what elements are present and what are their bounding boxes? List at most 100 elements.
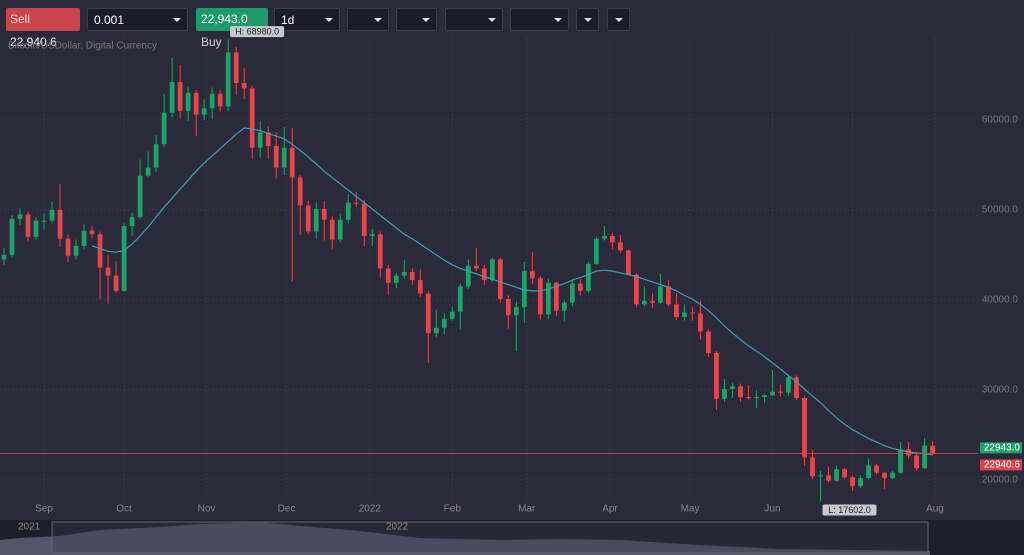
plot xyxy=(0,38,975,502)
candle-body xyxy=(185,92,191,111)
moving-average xyxy=(91,127,933,456)
indicator-button[interactable] xyxy=(576,8,599,31)
x-tick-label: Jun xyxy=(764,504,780,515)
interval: 1d xyxy=(281,13,295,27)
candle-body xyxy=(409,272,415,281)
candle-body xyxy=(121,226,127,291)
candle-body xyxy=(201,108,207,115)
candle-body xyxy=(73,245,79,256)
price-label: 22940.6 xyxy=(984,460,1021,471)
candle-body xyxy=(706,331,711,353)
x-tick-label: Nov xyxy=(198,504,216,515)
candle-body xyxy=(698,313,703,332)
x-tick-label: Apr xyxy=(602,504,618,515)
candle-body xyxy=(690,312,695,314)
candle-body xyxy=(537,278,543,315)
candle-body xyxy=(569,283,575,303)
candle-body xyxy=(786,377,791,393)
candle-body xyxy=(353,202,359,204)
candle-body xyxy=(513,307,519,316)
candle-body xyxy=(153,144,159,168)
candle-body xyxy=(217,93,223,107)
candle-body xyxy=(65,238,71,256)
candle-body xyxy=(17,214,23,219)
y-tick-label: 20000.0 xyxy=(982,475,1019,486)
candle-body xyxy=(241,83,247,89)
annotation-marker xyxy=(230,26,285,38)
candle-body xyxy=(465,265,471,287)
candle-body xyxy=(377,234,383,269)
sell-button[interactable]: Sell 22,940.6 xyxy=(6,8,80,49)
candle-body xyxy=(834,469,839,481)
candle-body xyxy=(666,286,671,305)
cursor-button[interactable] xyxy=(396,8,437,31)
candle-body xyxy=(313,209,319,232)
candle-body xyxy=(738,386,743,398)
candle-body xyxy=(137,175,143,218)
draw-button[interactable] xyxy=(445,8,503,31)
candle-body xyxy=(858,478,863,487)
candle-body xyxy=(449,311,455,319)
candle-body xyxy=(601,236,607,239)
candle-body xyxy=(9,218,15,255)
candle-body xyxy=(457,286,463,312)
candle-body xyxy=(714,353,719,399)
candle-body xyxy=(393,275,399,283)
candle-body xyxy=(810,457,815,477)
quantity-select[interactable]: 0.001 xyxy=(87,8,188,31)
candle-body xyxy=(209,93,215,109)
candle-body xyxy=(281,147,287,168)
y-tick-label: 60000.0 xyxy=(982,115,1019,126)
candle-body xyxy=(337,219,343,240)
candle-body xyxy=(650,300,655,303)
candle-body xyxy=(658,286,663,303)
candle-body xyxy=(49,209,55,221)
candle-body xyxy=(481,268,487,281)
candle-body xyxy=(169,82,175,113)
candle-body xyxy=(345,202,351,220)
x-tick-label: Oct xyxy=(116,504,132,515)
interval-select[interactable]: 1d xyxy=(274,8,340,31)
navigator-window[interactable] xyxy=(51,521,929,554)
price-label: 22943.0 xyxy=(984,443,1021,454)
candle-body xyxy=(113,275,119,291)
candle-body xyxy=(874,465,879,473)
sell-price: 22,940.6 xyxy=(10,35,57,49)
annotation-label: H: 68980.0 xyxy=(235,26,279,36)
navigator-area xyxy=(0,522,930,555)
candle-body xyxy=(770,391,775,396)
candle-body xyxy=(41,220,47,222)
navigator-label: 2021 xyxy=(18,522,41,533)
y-tick-label: 50000.0 xyxy=(982,205,1019,216)
y-tick-label: 30000.0 xyxy=(982,385,1019,396)
navigator-label: 2022 xyxy=(386,522,409,533)
candle-body xyxy=(730,386,735,389)
line-button[interactable] xyxy=(510,8,569,31)
candle-body xyxy=(145,167,151,176)
chart-type-button[interactable] xyxy=(347,8,389,31)
candle-body xyxy=(401,272,407,276)
y-tick-label: 40000.0 xyxy=(982,295,1019,306)
candle-body xyxy=(882,472,887,479)
candle-body xyxy=(778,391,783,393)
price-label-box xyxy=(980,442,1022,454)
candle-body xyxy=(585,263,591,291)
annotation-label: L: 17602.0 xyxy=(828,505,871,515)
price-label-box xyxy=(980,459,1022,471)
candle-body xyxy=(762,395,767,398)
x-tick-label: Feb xyxy=(444,504,462,515)
candle-body xyxy=(489,259,495,281)
sell-label: Sell xyxy=(10,12,31,26)
candle-body xyxy=(521,271,527,308)
candle-body xyxy=(97,234,103,268)
x-tick-label: 2022 xyxy=(359,504,382,515)
candle-body xyxy=(850,477,855,487)
candle-body xyxy=(505,299,511,316)
candle-body xyxy=(225,52,231,107)
candle-body xyxy=(473,265,479,269)
candle-body xyxy=(890,472,895,479)
chart-subtitle: Bitcoin/USDollar, Digital Currency xyxy=(8,41,157,52)
candle-body xyxy=(545,282,551,315)
settings-button[interactable] xyxy=(607,8,630,31)
